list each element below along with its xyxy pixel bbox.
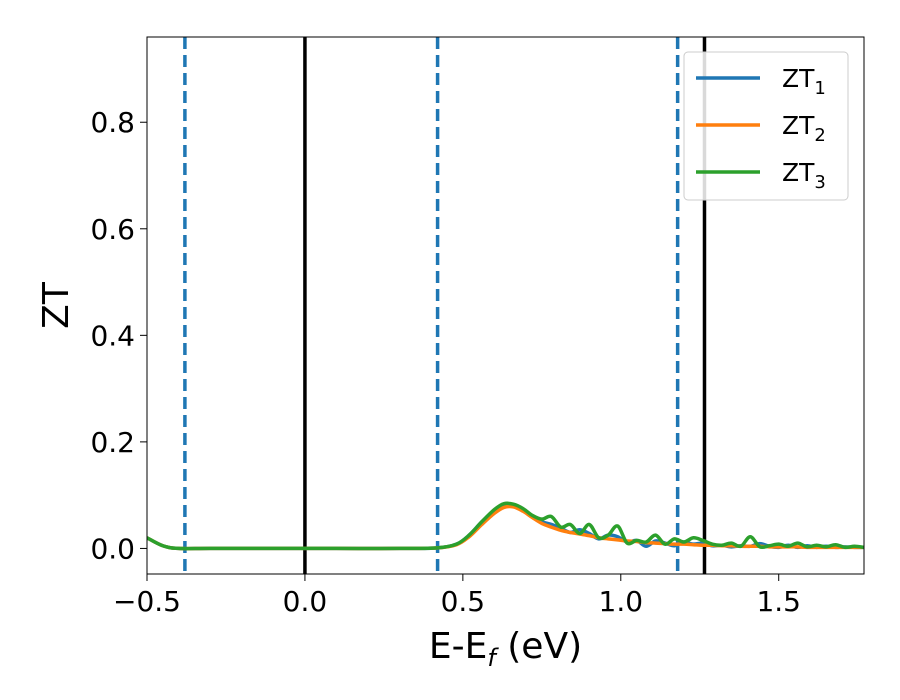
y-tick-label: 0.8 — [90, 106, 135, 139]
chart-legend: ZT1 ZT2 ZT3 — [683, 51, 849, 201]
legend-label-zt3: ZT3 — [782, 158, 826, 193]
x-tick-label: −0.5 — [113, 585, 181, 618]
legend-label-zt1: ZT1 — [782, 64, 826, 99]
x-axis-label-unit: (eV) — [496, 626, 582, 667]
x-axis-label-main: E-E — [429, 626, 487, 667]
x-tick-label: 1.5 — [756, 585, 801, 618]
y-tick-label: 0.6 — [90, 213, 135, 246]
vertical-lines-layer — [183, 37, 707, 574]
x-tick-label: 0.5 — [441, 585, 486, 618]
legend-label-zt2: ZT2 — [782, 111, 826, 146]
y-tick-label: 0.2 — [90, 426, 135, 459]
x-axis-ticks: −0.5 0.0 0.5 1.0 1.5 — [113, 574, 801, 618]
x-tick-label: 1.0 — [599, 585, 644, 618]
plot-area-frame — [146, 36, 865, 575]
y-tick-label: 0.4 — [90, 319, 135, 352]
x-tick-label: 0.0 — [283, 585, 328, 618]
series-line-zt3 — [147, 501, 864, 551]
legend-box — [683, 51, 849, 201]
series-layer — [147, 501, 864, 551]
y-axis-label: ZT — [36, 281, 77, 329]
x-axis-label: E-Ef (eV) — [429, 626, 582, 672]
y-axis-ticks: 0.0 0.2 0.4 0.6 0.8 — [90, 106, 147, 565]
y-tick-label: 0.0 — [90, 532, 135, 565]
